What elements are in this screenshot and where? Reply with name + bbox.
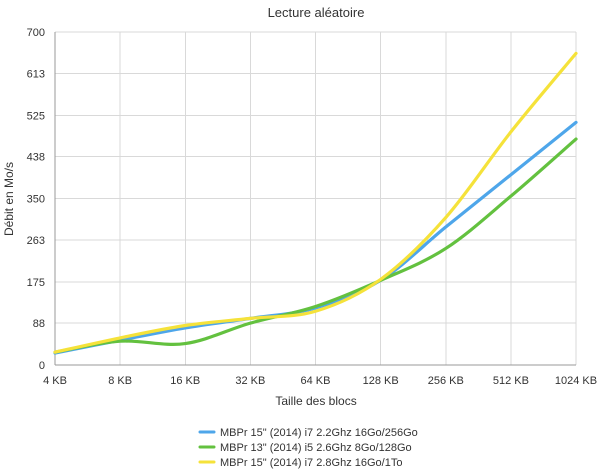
- y-tick-label: 438: [27, 152, 45, 164]
- legend: MBPr 15" (2014) i7 2.2Ghz 16Go/256Go MBPr…: [198, 427, 418, 469]
- x-tick-label: 32 KB: [235, 375, 265, 387]
- legend-item-2: MBPr 13" (2014) i5 2.6Ghz 8Go/128Go: [198, 442, 412, 454]
- x-tick-label: 1024 KB: [555, 375, 597, 387]
- y-tick-label: 350: [27, 194, 45, 206]
- y-tick-label: 525: [27, 110, 45, 122]
- gridlines: [55, 31, 577, 365]
- y-tick-label: 88: [33, 318, 45, 330]
- x-tick-label: 512 KB: [493, 375, 529, 387]
- x-tick-label: 8 KB: [108, 375, 132, 387]
- legend-label-3: MBPr 15" (2014) i7 2.8Ghz 16Go/1To: [220, 457, 402, 469]
- y-tick-label: 700: [27, 27, 45, 39]
- legend-item-3: MBPr 15" (2014) i7 2.8Ghz 16Go/1To: [198, 457, 402, 469]
- y-tick-label: 175: [27, 277, 45, 289]
- y-axis-title: Débit en Mo/s: [2, 162, 16, 236]
- chart-title: Lecture aléatoire: [268, 5, 365, 20]
- series-line-2: [53, 137, 578, 354]
- axes: [54, 32, 576, 366]
- legend-item-1: MBPr 15" (2014) i7 2.2Ghz 16Go/256Go: [198, 427, 418, 439]
- legend-label-2: MBPr 13" (2014) i5 2.6Ghz 8Go/128Go: [220, 442, 412, 454]
- x-tick-label: 4 KB: [43, 375, 67, 387]
- x-tick-label: 64 KB: [301, 375, 331, 387]
- x-tick-label: 256 KB: [428, 375, 464, 387]
- y-axis-ticks: 0 88 175 263 350 438 525 613 700: [27, 27, 45, 372]
- data-series: [53, 51, 578, 355]
- y-tick-label: 263: [27, 235, 45, 247]
- x-axis-title: Taille des blocs: [275, 394, 356, 408]
- legend-label-1: MBPr 15" (2014) i7 2.2Ghz 16Go/256Go: [220, 427, 418, 439]
- y-tick-label: 613: [27, 68, 45, 80]
- series-line-3: [53, 51, 578, 354]
- x-tick-label: 16 KB: [170, 375, 200, 387]
- x-tick-label: 128 KB: [363, 375, 399, 387]
- y-tick-label: 0: [39, 360, 45, 372]
- x-axis-ticks: 4 KB 8 KB 16 KB 32 KB 64 KB 128 KB 256 KB 512 K…: [43, 375, 597, 387]
